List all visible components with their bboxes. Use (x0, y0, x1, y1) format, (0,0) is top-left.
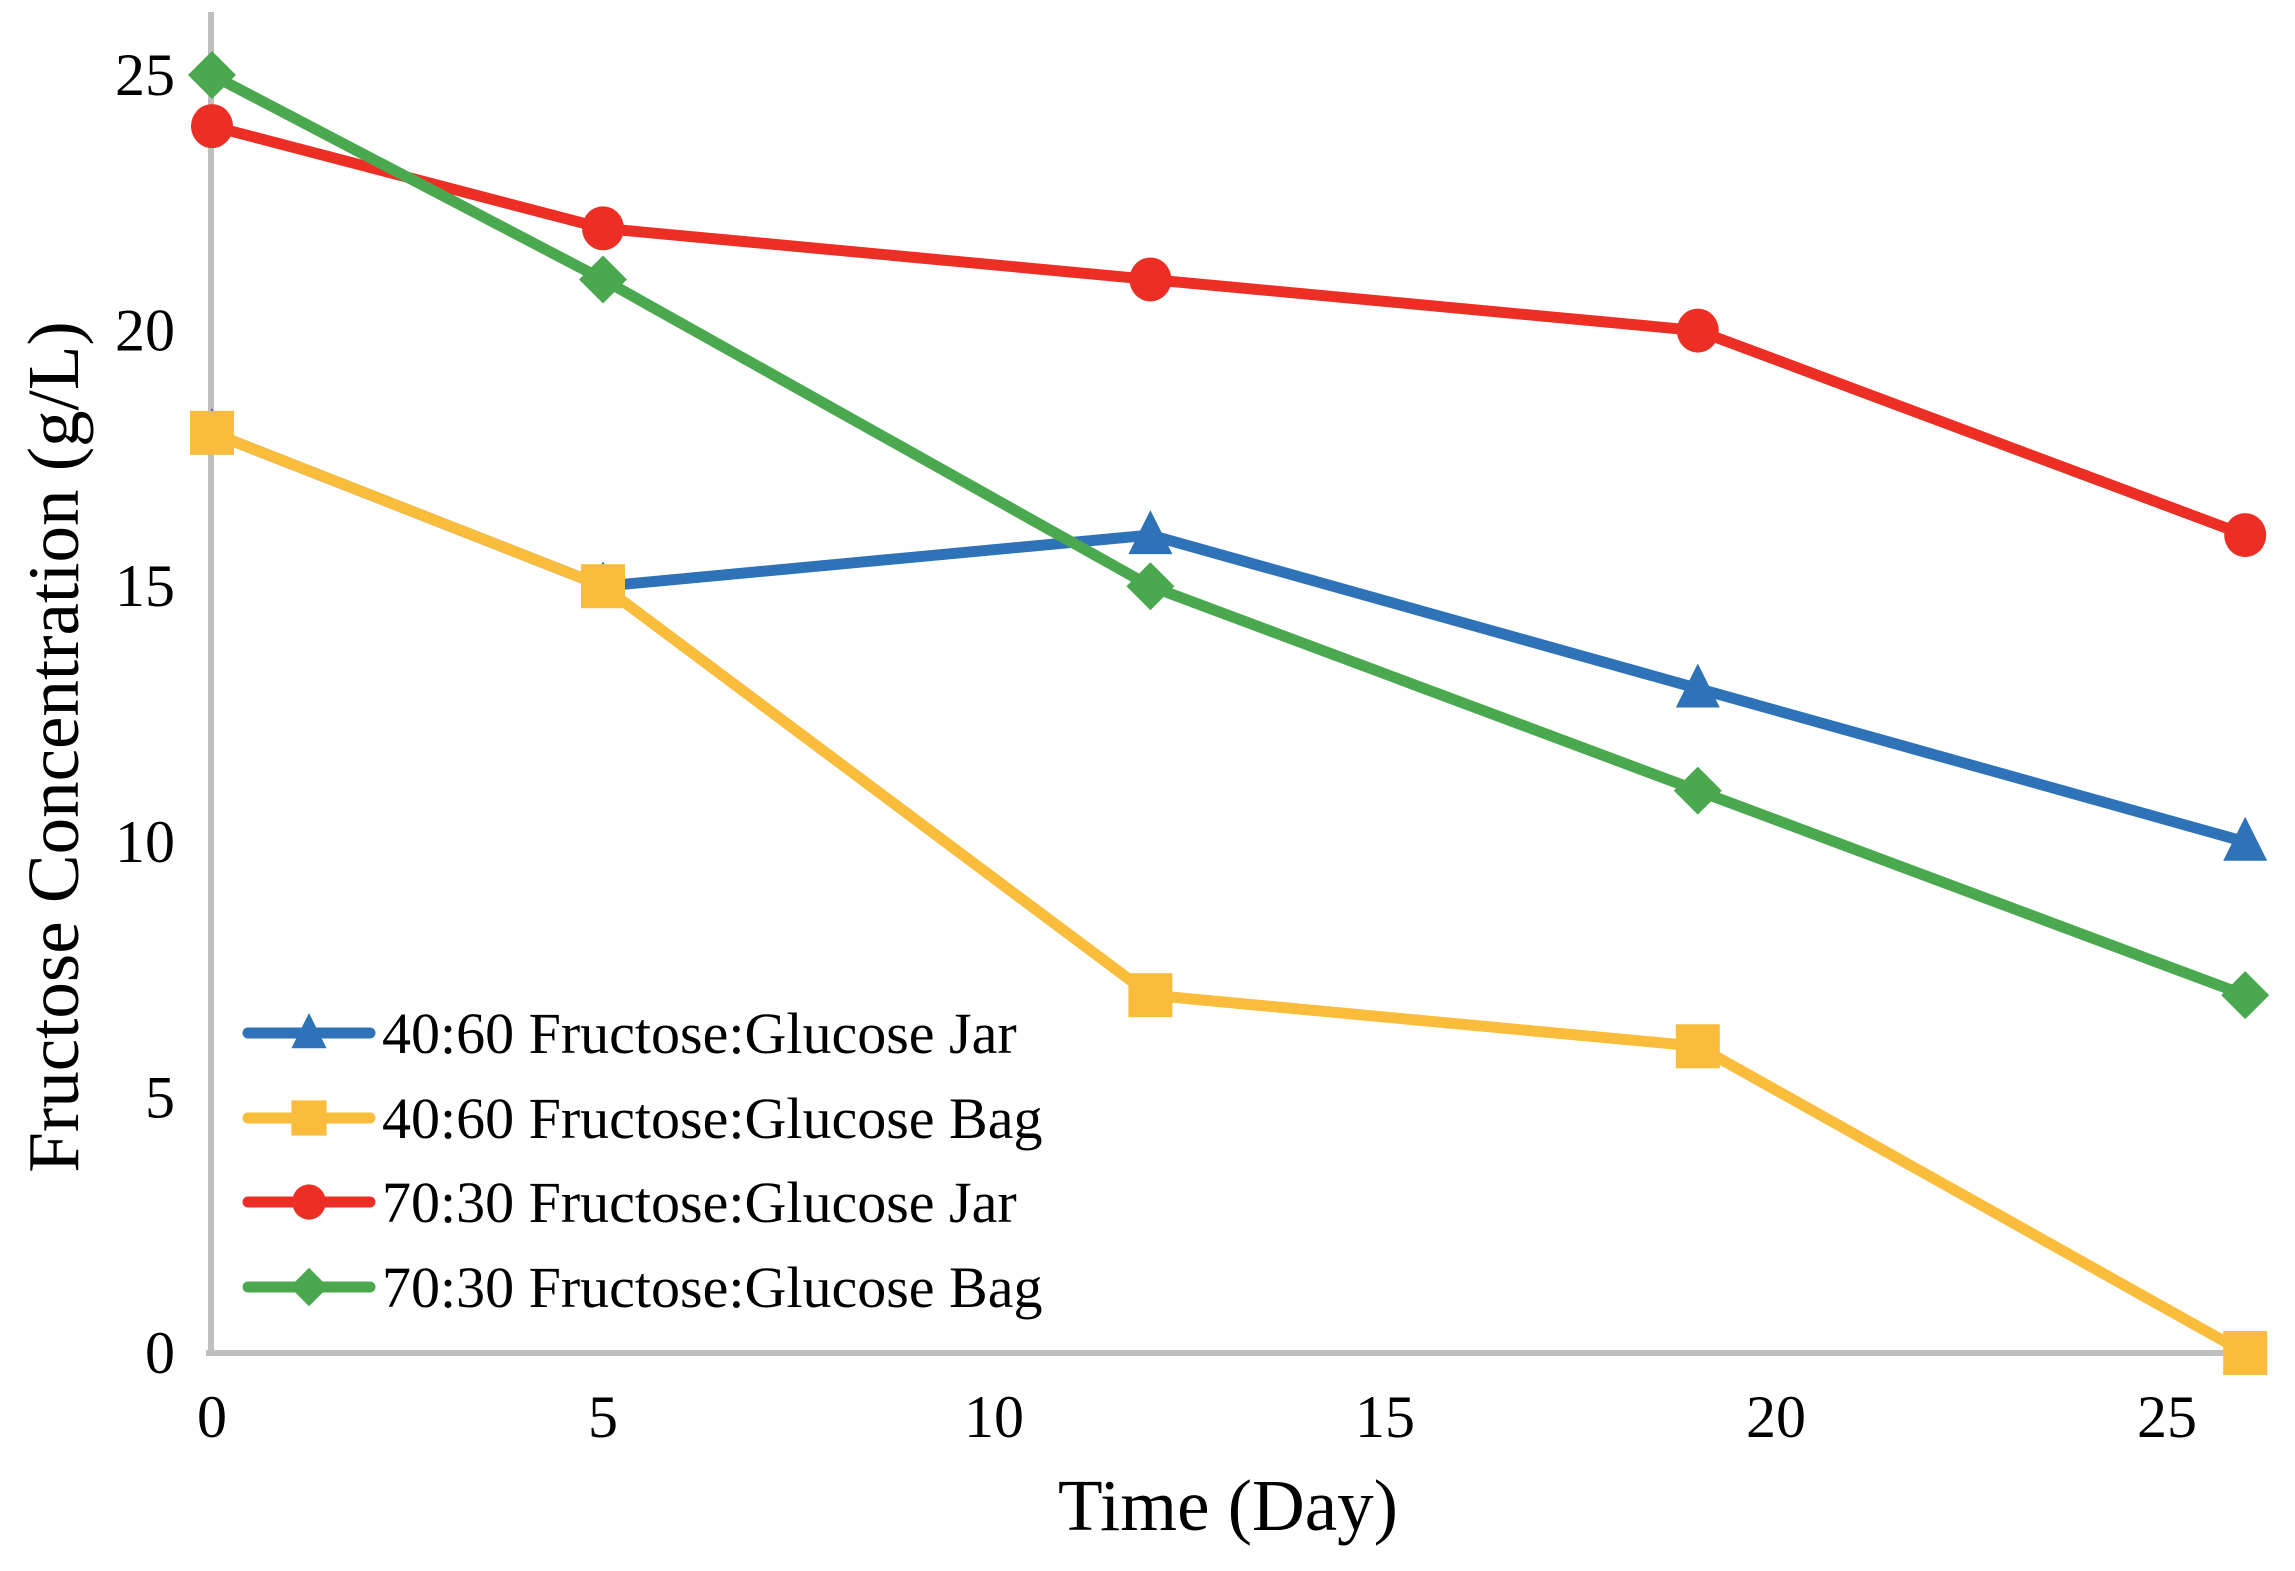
legend-label: 70:30 Fructose:Glucose Jar (382, 1170, 1017, 1235)
legend-marker-square (291, 1100, 327, 1136)
data-point-marker (2223, 816, 2268, 861)
legend-marker-diamond (289, 1267, 329, 1307)
data-point-marker (2223, 1331, 2268, 1375)
series-line (206, 120, 2251, 541)
y-axis-tick-label: 0 (145, 1320, 175, 1386)
data-point-marker (581, 564, 625, 609)
x-axis-tick-label: 20 (1746, 1384, 1806, 1450)
data-point-marker (582, 206, 624, 251)
series-line (206, 69, 2251, 1001)
legend-marker-triangle (291, 1013, 327, 1049)
data-point-marker (1126, 562, 1175, 611)
data-point-marker (1128, 510, 1173, 555)
legend-label: 70:30 Fructose:Glucose Bag (382, 1255, 1042, 1320)
series-70-30-fructose-glucose-bag (188, 51, 2270, 1020)
series-line (206, 427, 2251, 848)
data-point-marker (190, 410, 234, 455)
series-40-60-fructose-glucose-jar (190, 407, 2268, 861)
legend-label: 40:60 Fructose:Glucose Jar (382, 1001, 1017, 1066)
y-axis-tick-label: 25 (115, 42, 175, 108)
series-70-30-fructose-glucose-jar (191, 104, 2267, 558)
data-point-marker (191, 104, 233, 149)
data-point-marker (1675, 1024, 1720, 1069)
data-point-marker (1128, 973, 1173, 1018)
legend-item: 70:30 Fructose:Glucose Jar (242, 1170, 1017, 1235)
legend-marker-circle (292, 1184, 326, 1220)
y-axis-tick-label: 15 (115, 553, 175, 619)
legend: 40:60 Fructose:Glucose Jar 40:60 Fructose… (242, 1001, 1042, 1320)
legend-item: 40:60 Fructose:Glucose Bag (242, 1086, 1042, 1151)
y-axis-tick-label: 20 (115, 298, 175, 364)
legend-label: 40:60 Fructose:Glucose Bag (382, 1086, 1042, 1151)
y-axis-tick-label: 10 (115, 809, 175, 875)
x-axis-tick-label: 15 (1355, 1384, 1415, 1450)
data-point-marker (1129, 257, 1172, 302)
data-point-marker (1673, 766, 1722, 815)
data-point-marker (579, 255, 627, 304)
x-axis-tick-label: 25 (2137, 1384, 2197, 1450)
x-axis-tick-label: 5 (588, 1384, 618, 1450)
x-axis-tick-label: 10 (964, 1384, 1024, 1450)
x-axis-tick-label: 0 (197, 1384, 227, 1450)
x-axis-title: Time (Day) (1058, 1465, 1398, 1546)
series-40-60-fructose-glucose-bag (190, 410, 2268, 1375)
legend-item: 70:30 Fructose:Glucose Bag (242, 1255, 1042, 1320)
y-axis-title: Fructose Concentration (g/L) (13, 321, 94, 1172)
legend-item: 40:60 Fructose:Glucose Jar (242, 1001, 1017, 1066)
data-point-marker (1676, 308, 1719, 353)
data-point-marker (2221, 971, 2270, 1020)
y-axis-tick-label: 5 (145, 1064, 175, 1130)
data-point-marker (188, 51, 236, 99)
data-point-marker (2224, 513, 2267, 558)
data-point-marker (1675, 663, 1720, 708)
